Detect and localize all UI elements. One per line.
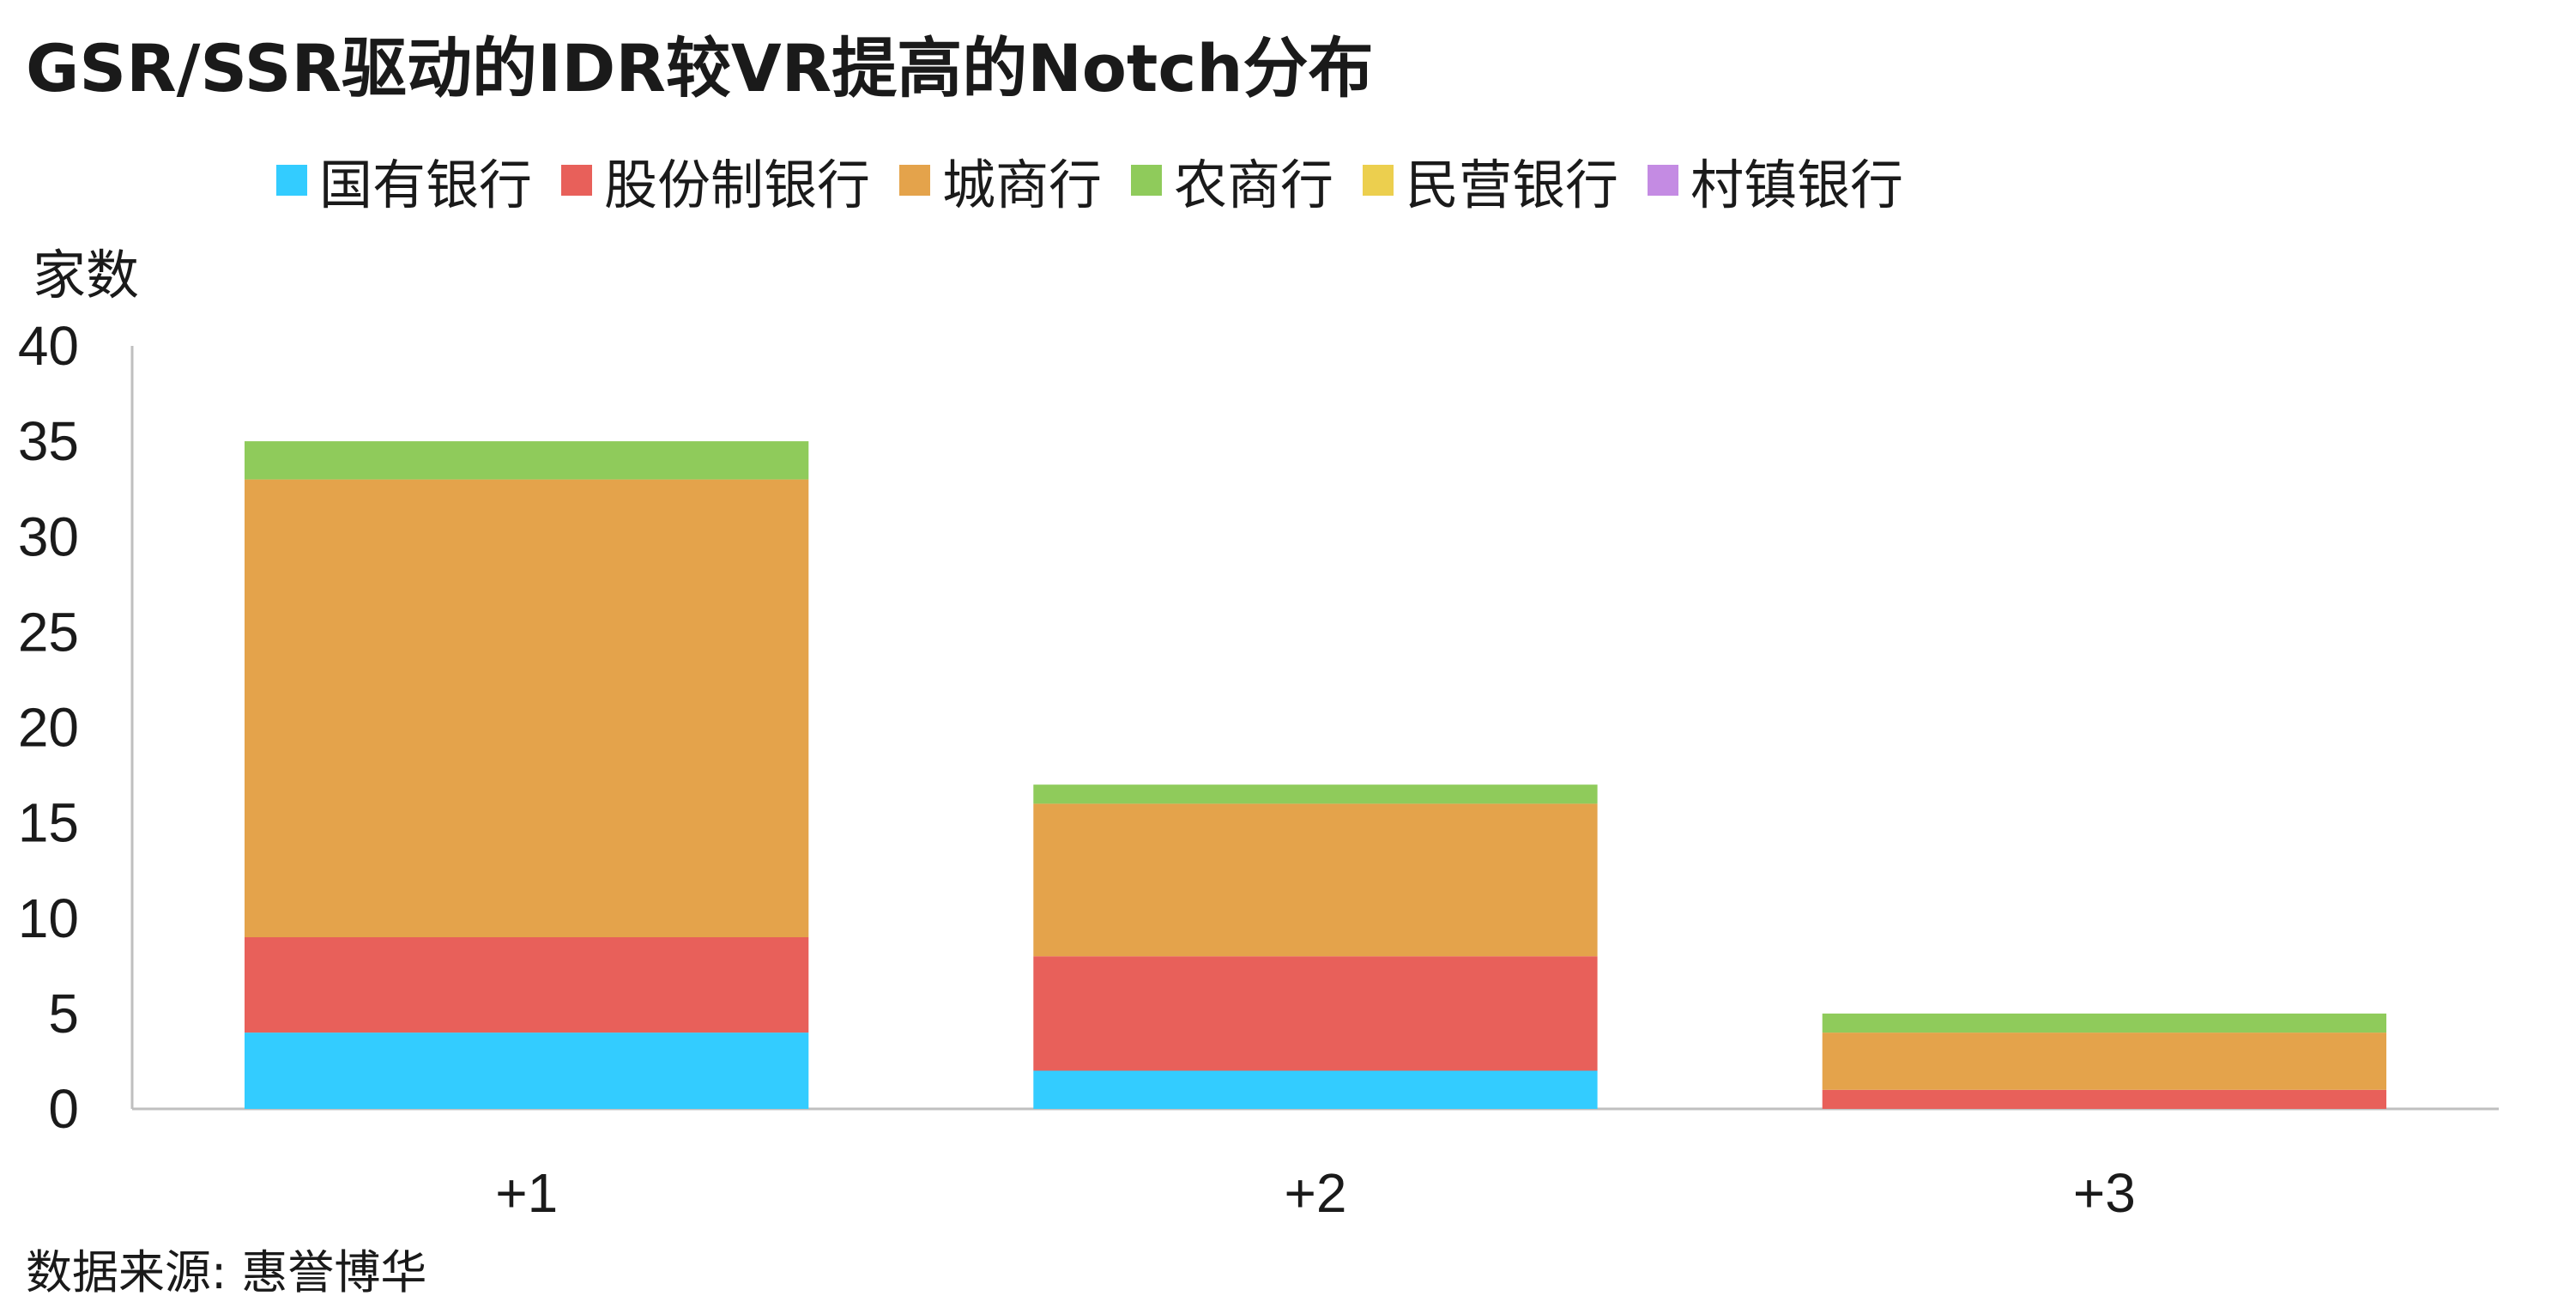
y-tick-label: 30: [18, 506, 79, 567]
chart-title: GSR/SSR驱动的IDR较VR提高的Notch分布: [26, 30, 1374, 106]
legend-label-rural-commercial-banks: 农商行: [1174, 154, 1334, 216]
legend-item-private-banks: 民营银行: [1363, 142, 1618, 219]
bar-segment-cat2-series4: [1033, 784, 1598, 804]
bar-segment-cat1-series4: [245, 441, 809, 480]
bar-segment-cat2-series1: [1033, 1070, 1598, 1109]
bar-segment-cat3-series3: [1822, 1033, 2386, 1090]
legend-swatch-state-owned-banks: [275, 165, 307, 196]
y-tick-label: 5: [48, 983, 79, 1045]
bar-segment-cat3-series4: [1822, 1013, 2386, 1033]
x-tick-label: +3: [2073, 1162, 2136, 1224]
bars-layer: [245, 441, 2386, 1109]
bar-segment-cat3-series2: [1822, 1089, 2386, 1109]
bar-segment-cat2-series2: [1033, 956, 1598, 1071]
legend-swatch-joint-stock-banks: [560, 165, 592, 196]
legend-item-city-commercial-banks: 城商行: [898, 142, 1102, 219]
y-tick-label: 0: [48, 1078, 79, 1140]
y-tick-label: 40: [18, 315, 79, 377]
legend-label-private-banks: 民营银行: [1406, 154, 1619, 216]
x-tick-label: +1: [495, 1162, 558, 1224]
y-tick-label: 10: [18, 887, 79, 949]
y-tick-label: 25: [18, 601, 79, 663]
source-note: 数据来源: 惠誉博华: [26, 1245, 427, 1299]
bar-segment-cat1-series1: [245, 1033, 809, 1109]
y-tick-label: 35: [18, 410, 79, 472]
legend-swatch-rural-commercial-banks: [1131, 165, 1162, 196]
legend-swatch-village-banks: [1648, 165, 1679, 196]
legend-label-joint-stock-banks: 股份制银行: [603, 154, 870, 216]
legend-label-state-owned-banks: 国有银行: [318, 154, 532, 216]
bar-segment-cat1-series3: [245, 479, 809, 937]
legend-label-village-banks: 村镇银行: [1690, 154, 1904, 216]
y-tick-label: 15: [18, 792, 79, 854]
x-tick-label: +2: [1285, 1162, 1347, 1224]
legend-swatch-private-banks: [1363, 165, 1394, 196]
y-tick-labels: 0 5 10 15 20 25 30 35 40: [18, 315, 79, 1140]
legend-label-city-commercial-banks: 城商行: [941, 154, 1102, 216]
y-tick-label: 20: [18, 697, 79, 759]
bar-segment-cat2-series3: [1033, 803, 1598, 957]
legend-item-state-owned-banks: 国有银行: [275, 142, 532, 219]
bar-segment-cat1-series2: [245, 937, 809, 1033]
y-axis-label: 家数: [33, 244, 139, 306]
legend-item-village-banks: 村镇银行: [1648, 142, 1903, 219]
legend-swatch-city-commercial-banks: [898, 165, 930, 196]
legend-item-rural-commercial-banks: 农商行: [1131, 142, 1333, 219]
legend-item-joint-stock-banks: 股份制银行: [560, 142, 870, 219]
legend: 国有银行 股份制银行 城商行 农商行 民营银行 村镇银行: [0, 142, 2180, 219]
x-tick-labels: +1 +2 +3: [495, 1162, 2136, 1224]
